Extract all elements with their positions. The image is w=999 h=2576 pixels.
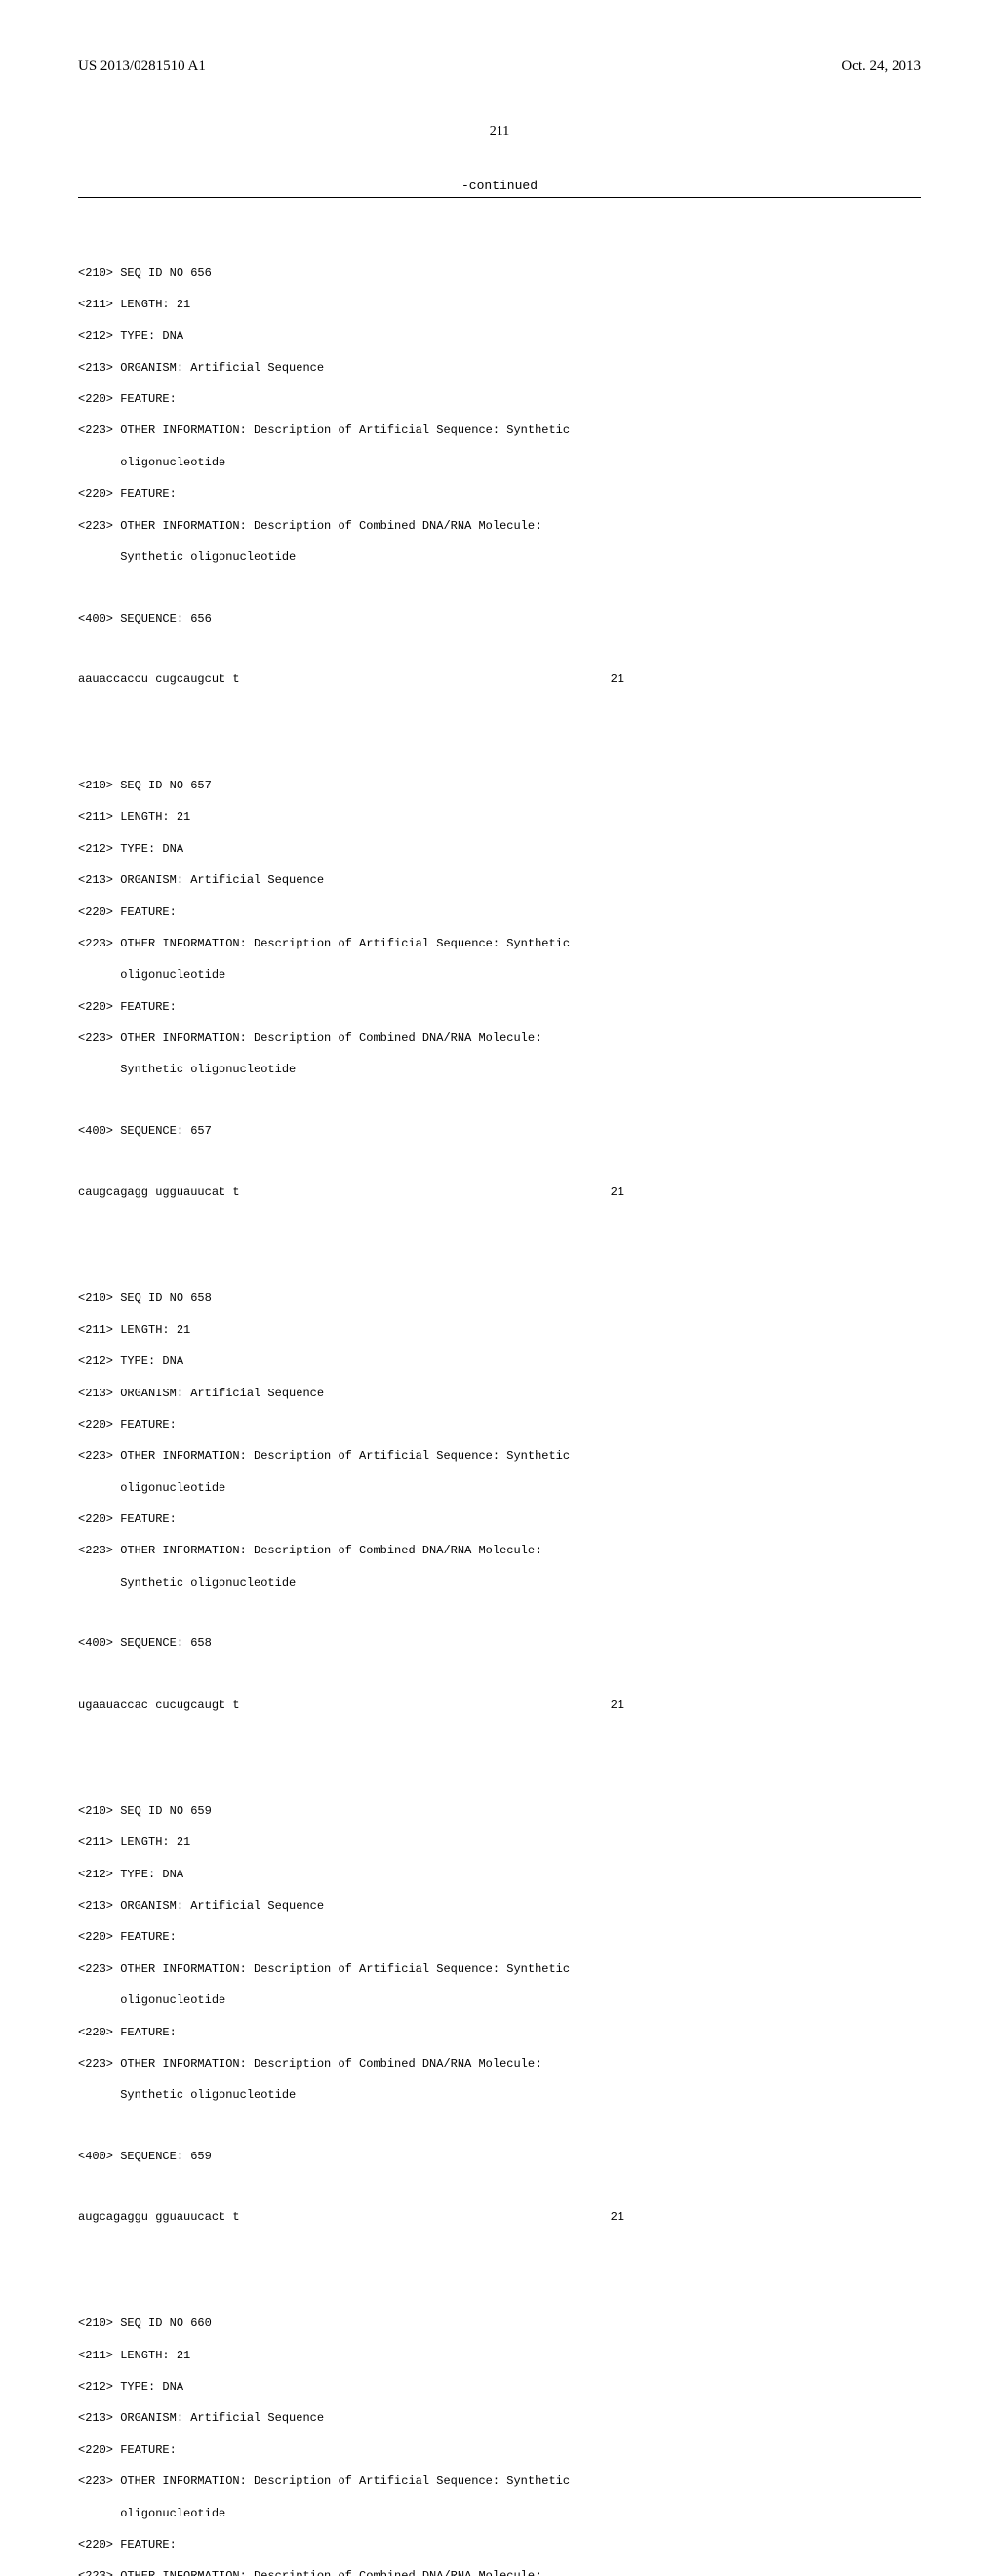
seq-feature-line: <220> FEATURE:: [78, 2537, 921, 2553]
seq-otherinfo-line: <223> OTHER INFORMATION: Description of …: [78, 1543, 921, 1558]
seq-organism-line: <213> ORGANISM: Artificial Sequence: [78, 1898, 921, 1913]
seq-length-line: <211> LENGTH: 21: [78, 297, 921, 312]
seq-length-line: <211> LENGTH: 21: [78, 1834, 921, 1850]
seq-feature-line: <220> FEATURE:: [78, 1511, 921, 1527]
seq-otherinfo-line: <223> OTHER INFORMATION: Description of …: [78, 1961, 921, 1977]
seq-id-line: <210> SEQ ID NO 656: [78, 265, 921, 281]
seq-entry: <210> SEQ ID NO 658 <211> LENGTH: 21 <21…: [78, 1274, 921, 1728]
publication-date: Oct. 24, 2013: [841, 59, 921, 75]
seq-feature-line: <220> FEATURE:: [78, 1929, 921, 1945]
seq-otherinfo-line: Synthetic oligonucleotide: [78, 1062, 921, 1077]
sequence-length: 21: [611, 671, 624, 687]
seq-number-line: <400> SEQUENCE: 658: [78, 1635, 921, 1651]
continued-label: -continued: [78, 179, 921, 193]
seq-otherinfo-line: oligonucleotide: [78, 1992, 921, 2008]
seq-length-line: <211> LENGTH: 21: [78, 809, 921, 825]
page-number: 211: [78, 124, 921, 140]
publication-number: US 2013/0281510 A1: [78, 59, 206, 75]
seq-entry: <210> SEQ ID NO 657 <211> LENGTH: 21 <21…: [78, 762, 921, 1216]
page-header: US 2013/0281510 A1 Oct. 24, 2013: [78, 59, 921, 75]
seq-number-line: <400> SEQUENCE: 656: [78, 611, 921, 626]
seq-entry: <210> SEQ ID NO 656 <211> LENGTH: 21 <21…: [78, 249, 921, 703]
seq-length-line: <211> LENGTH: 21: [78, 1322, 921, 1338]
seq-otherinfo-line: <223> OTHER INFORMATION: Description of …: [78, 2568, 921, 2576]
sequence-text: caugcagagg ugguauucat t: [78, 1185, 240, 1200]
sequence-text: ugaauaccac cucugcaugt t: [78, 1697, 240, 1712]
sequence-row: ugaauaccac cucugcaugt t 21: [78, 1697, 624, 1712]
seq-otherinfo-line: Synthetic oligonucleotide: [78, 2087, 921, 2103]
seq-number-line: <400> SEQUENCE: 657: [78, 1123, 921, 1139]
seq-organism-line: <213> ORGANISM: Artificial Sequence: [78, 2410, 921, 2426]
seq-otherinfo-line: oligonucleotide: [78, 455, 921, 470]
seq-otherinfo-line: <223> OTHER INFORMATION: Description of …: [78, 2474, 921, 2489]
seq-organism-line: <213> ORGANISM: Artificial Sequence: [78, 1386, 921, 1401]
seq-otherinfo-line: <223> OTHER INFORMATION: Description of …: [78, 2056, 921, 2072]
seq-otherinfo-line: oligonucleotide: [78, 967, 921, 983]
seq-organism-line: <213> ORGANISM: Artificial Sequence: [78, 360, 921, 376]
seq-feature-line: <220> FEATURE:: [78, 999, 921, 1015]
sequence-length: 21: [611, 1185, 624, 1200]
seq-id-line: <210> SEQ ID NO 660: [78, 2315, 921, 2331]
seq-otherinfo-line: <223> OTHER INFORMATION: Description of …: [78, 518, 921, 534]
seq-type-line: <212> TYPE: DNA: [78, 1867, 921, 1882]
seq-otherinfo-line: <223> OTHER INFORMATION: Description of …: [78, 1448, 921, 1464]
seq-otherinfo-line: <223> OTHER INFORMATION: Description of …: [78, 423, 921, 438]
seq-number-line: <400> SEQUENCE: 659: [78, 2149, 921, 2164]
seq-type-line: <212> TYPE: DNA: [78, 1353, 921, 1369]
seq-id-line: <210> SEQ ID NO 658: [78, 1290, 921, 1306]
sequence-length: 21: [611, 1697, 624, 1712]
seq-otherinfo-line: oligonucleotide: [78, 2506, 921, 2521]
seq-type-line: <212> TYPE: DNA: [78, 328, 921, 343]
seq-type-line: <212> TYPE: DNA: [78, 841, 921, 857]
sequence-row: aauaccaccu cugcaugcut t 21: [78, 671, 624, 687]
seq-otherinfo-line: <223> OTHER INFORMATION: Description of …: [78, 936, 921, 951]
sequence-row: augcagaggu gguauucact t 21: [78, 2209, 624, 2225]
seq-feature-line: <220> FEATURE:: [78, 1417, 921, 1432]
seq-feature-line: <220> FEATURE:: [78, 486, 921, 502]
seq-otherinfo-line: oligonucleotide: [78, 1480, 921, 1496]
seq-feature-line: <220> FEATURE:: [78, 2442, 921, 2458]
seq-entry: <210> SEQ ID NO 660 <211> LENGTH: 21 <21…: [78, 2300, 921, 2576]
seq-otherinfo-line: Synthetic oligonucleotide: [78, 1575, 921, 1590]
seq-length-line: <211> LENGTH: 21: [78, 2348, 921, 2363]
sequence-text: augcagaggu gguauucact t: [78, 2209, 240, 2225]
sequence-listing: <210> SEQ ID NO 656 <211> LENGTH: 21 <21…: [78, 218, 921, 2576]
seq-organism-line: <213> ORGANISM: Artificial Sequence: [78, 872, 921, 888]
seq-otherinfo-line: Synthetic oligonucleotide: [78, 549, 921, 565]
seq-otherinfo-line: <223> OTHER INFORMATION: Description of …: [78, 1030, 921, 1046]
seq-feature-line: <220> FEATURE:: [78, 905, 921, 920]
sequence-text: aauaccaccu cugcaugcut t: [78, 671, 240, 687]
seq-feature-line: <220> FEATURE:: [78, 2025, 921, 2040]
seq-type-line: <212> TYPE: DNA: [78, 2379, 921, 2395]
seq-entry: <210> SEQ ID NO 659 <211> LENGTH: 21 <21…: [78, 1788, 921, 2241]
rule-top: [78, 197, 921, 198]
sequence-length: 21: [611, 2209, 624, 2225]
seq-id-line: <210> SEQ ID NO 659: [78, 1803, 921, 1819]
sequence-row: caugcagagg ugguauucat t 21: [78, 1185, 624, 1200]
seq-id-line: <210> SEQ ID NO 657: [78, 778, 921, 793]
seq-feature-line: <220> FEATURE:: [78, 391, 921, 407]
